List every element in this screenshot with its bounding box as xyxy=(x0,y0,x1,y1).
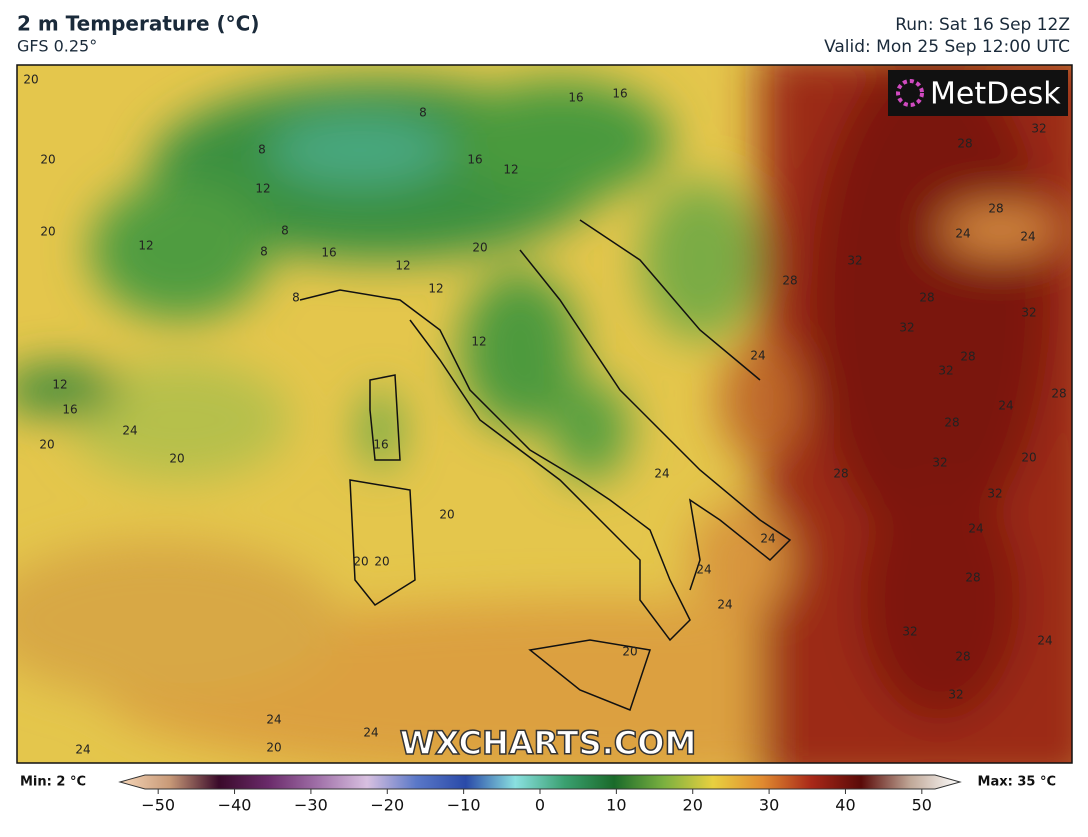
valid-time: Valid: Mon 25 Sep 12:00 UTC xyxy=(824,37,1070,57)
contour-label: 28 xyxy=(919,291,934,305)
contour-label: 20 xyxy=(23,73,38,87)
contour-label: 24 xyxy=(968,522,983,536)
contour-label: 8 xyxy=(292,291,300,305)
contour-label: 20 xyxy=(40,153,55,167)
contour-label: 24 xyxy=(654,467,669,481)
colorbar-tick-label: 50 xyxy=(912,796,932,815)
contour-label: 20 xyxy=(353,555,368,569)
logo: MetDesk xyxy=(930,77,1061,112)
contour-label: 16 xyxy=(467,153,482,167)
contour-label: 24 xyxy=(955,227,970,241)
colorbar-tick-label: −40 xyxy=(218,796,252,815)
colorbar-tick-label: −20 xyxy=(370,796,404,815)
contour-label: 28 xyxy=(955,650,970,664)
colorbar-tick-label: −50 xyxy=(141,796,175,815)
contour-label: 28 xyxy=(1051,387,1066,401)
contour-label: 28 xyxy=(960,350,975,364)
contour-label: 32 xyxy=(1031,122,1046,136)
contour-label: 20 xyxy=(40,225,55,239)
contour-label: 16 xyxy=(373,438,388,452)
colorbar-tick-label: 0 xyxy=(535,796,545,815)
contour-label: 24 xyxy=(696,563,711,577)
colorbar xyxy=(118,774,962,790)
colorbar-tick-label: 20 xyxy=(683,796,703,815)
contour-label: 8 xyxy=(260,245,268,259)
max-label: Max: 35 °C xyxy=(978,775,1056,790)
contour-label: 12 xyxy=(471,335,486,349)
contour-label: 24 xyxy=(122,424,137,438)
contour-label: 32 xyxy=(987,487,1002,501)
contour-label: 16 xyxy=(612,87,627,101)
contour-label: 16 xyxy=(62,403,77,417)
contour-label: 32 xyxy=(899,321,914,335)
contour-label: 32 xyxy=(902,625,917,639)
contour-label: 32 xyxy=(847,254,862,268)
colorbar-tick-label: 30 xyxy=(759,796,779,815)
contour-label: 24 xyxy=(75,743,90,757)
watermark: WXCHARTS.COM xyxy=(400,724,697,762)
contour-label: 20 xyxy=(439,508,454,522)
colorbar-tick-label: −10 xyxy=(447,796,481,815)
contour-label: 28 xyxy=(782,274,797,288)
contour-label: 20 xyxy=(1021,451,1036,465)
contour-label: 24 xyxy=(363,726,378,740)
contour-label: 20 xyxy=(39,438,54,452)
contour-label: 12 xyxy=(428,282,443,296)
contour-label: 20 xyxy=(266,741,281,755)
contour-label: 24 xyxy=(760,532,775,546)
colorbar-tick-label: −30 xyxy=(294,796,328,815)
subtitle: GFS 0.25° xyxy=(17,37,97,56)
contour-label: 12 xyxy=(138,239,153,253)
contour-label: 20 xyxy=(472,241,487,255)
contour-label: 8 xyxy=(258,143,266,157)
contour-label: 16 xyxy=(568,91,583,105)
contour-label: 8 xyxy=(419,106,427,120)
contour-label: 12 xyxy=(503,163,518,177)
contour-label: 24 xyxy=(266,713,281,727)
colorbar-tick-label: 40 xyxy=(835,796,855,815)
contour-label: 32 xyxy=(932,456,947,470)
contour-label: 28 xyxy=(965,571,980,585)
contour-label: 20 xyxy=(374,555,389,569)
contour-label: 20 xyxy=(622,645,637,659)
contour-label: 32 xyxy=(948,688,963,702)
title: 2 m Temperature (°C) xyxy=(17,12,259,36)
contour-label: 12 xyxy=(255,182,270,196)
contour-label: 28 xyxy=(988,202,1003,216)
contour-label: 24 xyxy=(717,598,732,612)
contour-label: 28 xyxy=(957,137,972,151)
colorbar-tick-label: 10 xyxy=(606,796,626,815)
contour-label: 28 xyxy=(833,467,848,481)
contour-label: 8 xyxy=(281,224,289,238)
contour-label: 32 xyxy=(938,364,953,378)
contour-label: 12 xyxy=(52,378,67,392)
min-label: Min: 2 °C xyxy=(20,775,86,790)
contour-label: 24 xyxy=(1037,634,1052,648)
contour-label: 32 xyxy=(1021,306,1036,320)
contour-label: 24 xyxy=(1020,230,1035,244)
contour-label: 16 xyxy=(321,246,336,260)
contour-label: 28 xyxy=(944,416,959,430)
contour-label: 24 xyxy=(998,399,1013,413)
contour-label: 12 xyxy=(395,259,410,273)
run-time: Run: Sat 16 Sep 12Z xyxy=(895,15,1070,35)
contour-label: 20 xyxy=(169,452,184,466)
contour-label: 24 xyxy=(750,349,765,363)
